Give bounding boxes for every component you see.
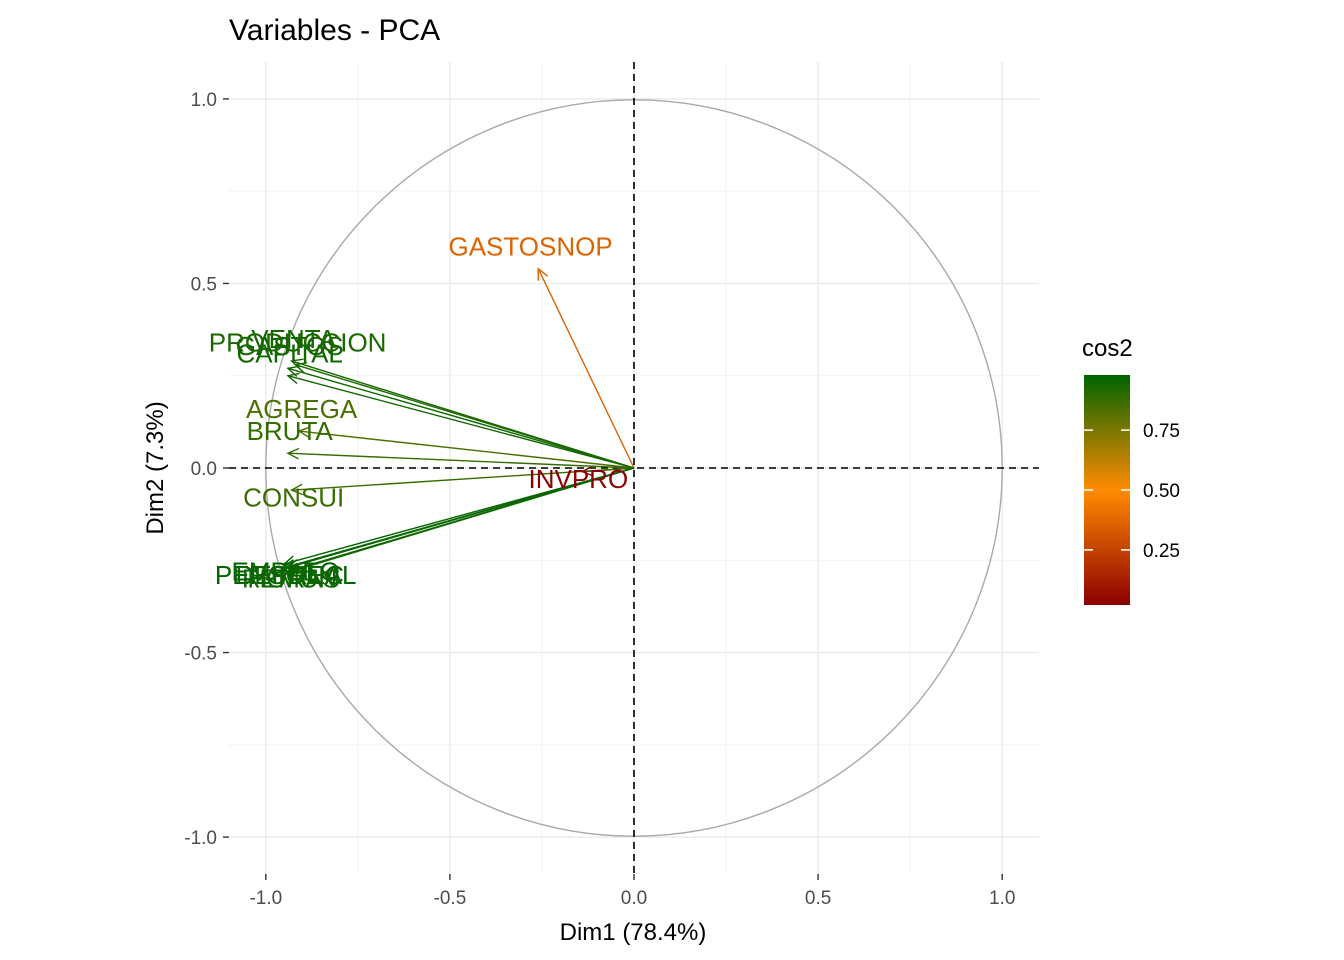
arrow-bruta [287, 452, 635, 469]
variable-label-consui: CONSUI [243, 483, 344, 513]
y-tick-label: -1.0 [184, 828, 217, 849]
arrow-head-gastos [286, 365, 300, 377]
legend-tick-label: 0.75 [1143, 421, 1180, 442]
arrow-head-horas [290, 562, 304, 574]
x-tick-label: 1.0 [989, 888, 1015, 909]
arrow-head-empleo [282, 555, 297, 567]
variable-label-invpro: INVPRO [528, 464, 628, 494]
y-tick-label: 0.5 [191, 274, 217, 295]
cos2-legend: cos2 0.75 0.50 0.25 [1082, 335, 1180, 605]
arrow-horas [291, 467, 635, 573]
arrow-head-consui [289, 483, 303, 496]
y-tick-label: 1.0 [191, 90, 217, 111]
arrow-head-produccion [293, 362, 308, 374]
arrow-capital [287, 375, 635, 469]
variable-label-bruta: BRUTA [247, 416, 334, 446]
variable-label-produccion: PRODUCCION [209, 328, 387, 358]
variable-label-deprec: DEPREC [235, 560, 343, 590]
variable-label-personal: PERSONAL [215, 560, 357, 590]
arrow-gastosnop [537, 268, 635, 469]
x-tick-label: -0.5 [434, 888, 467, 909]
variable-label-empleo: EMPLEO [232, 556, 340, 586]
chart-title: Variables - PCA [229, 14, 440, 47]
y-tick-label: -0.5 [184, 644, 217, 665]
variable-label-remun: REMUN [242, 564, 337, 594]
arrow-gastos [287, 367, 635, 469]
variable-label-capital: CAPITAL [236, 339, 342, 369]
arrow-agrega [298, 430, 635, 469]
variable-label-gastosnop: GASTOSNOP [448, 232, 612, 262]
arrow-head-agrega [297, 426, 311, 439]
variable-label-agrega: AGREGA [246, 394, 358, 424]
arrow-head-gastosnop [537, 267, 549, 281]
x-tick-label: 0.5 [805, 888, 831, 909]
legend-title: cos2 [1082, 335, 1133, 362]
arrow-empleo [284, 467, 635, 565]
reference-lines [229, 62, 1039, 874]
legend-tick-label: 0.50 [1143, 481, 1180, 502]
x-axis-title: Dim1 (78.4%) [560, 919, 707, 946]
legend-tick-label: 0.25 [1143, 541, 1180, 562]
arrow-produccion [295, 363, 635, 469]
variable-arrows [282, 267, 635, 574]
arrow-deprec [287, 467, 635, 569]
arrow-head-bruta [286, 447, 300, 460]
x-tick-label: -1.0 [249, 888, 282, 909]
arrow-head-capital [286, 372, 300, 385]
arrow-head-deprec [286, 559, 300, 571]
y-tick-label: 0.0 [191, 459, 217, 480]
variable-label-gastos: GASTOS [236, 331, 344, 361]
arrow-consui [291, 467, 635, 491]
x-tick-label: 0.0 [621, 888, 647, 909]
y-axis-title: Dim2 (7.3%) [142, 401, 169, 534]
variable-label-horas: HORAS [247, 564, 339, 594]
axis-ticks: -1.0 -0.5 0.0 0.5 1.0 1.0 0.5 0.0 -0.5 -1.0 [184, 90, 1015, 909]
legend-ticks: 0.75 0.50 0.25 [1084, 421, 1180, 562]
variable-label-venta: VENTA [251, 324, 336, 354]
